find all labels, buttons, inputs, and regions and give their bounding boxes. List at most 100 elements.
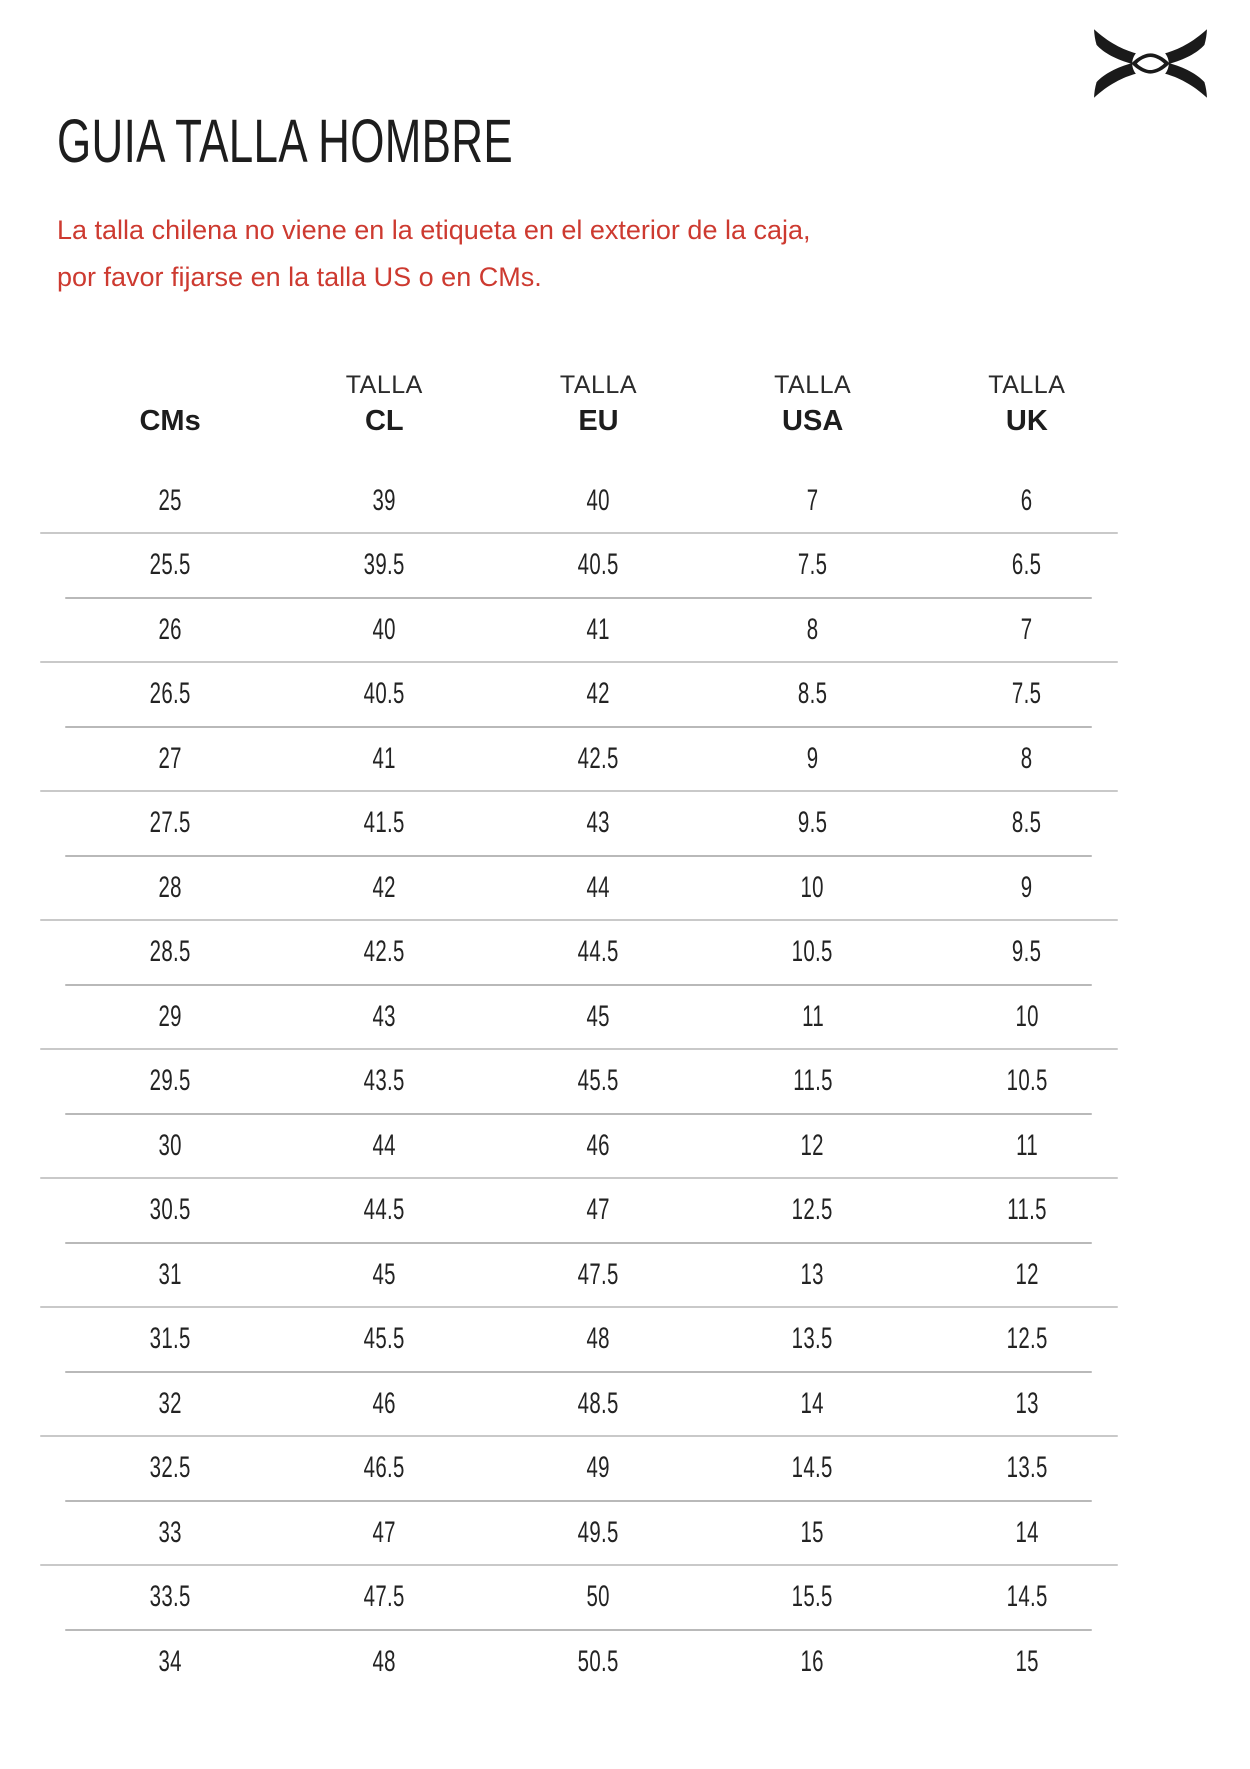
table-cell: 26	[63, 613, 277, 647]
table-cell: 32	[63, 1387, 277, 1421]
table-cell: 27	[63, 742, 277, 776]
cell-value: 34	[158, 1644, 182, 1678]
table-cell: 40.5	[491, 548, 705, 582]
cell-value: 11	[801, 999, 824, 1033]
cell-value: 10	[800, 870, 825, 904]
table-cell: 44	[491, 871, 705, 905]
table-cell: 31	[63, 1258, 277, 1292]
cell-value: 8.5	[797, 677, 828, 711]
table-cell: 13	[920, 1387, 1134, 1421]
cell-value: 43	[372, 999, 396, 1033]
cell-value: 46.5	[363, 1451, 405, 1485]
table-cell: 9.5	[706, 806, 920, 840]
notice-text: La talla chilena no viene en la etiqueta…	[57, 207, 811, 301]
row-separator	[40, 661, 1118, 663]
table-cell: 12.5	[920, 1322, 1134, 1356]
row-separator	[40, 1435, 1118, 1437]
cell-value: 30	[158, 1128, 182, 1162]
table-cell: 13.5	[920, 1451, 1134, 1485]
cell-value: 10.5	[792, 935, 834, 969]
cell-value: 15	[800, 1515, 825, 1549]
cell-value: 39	[372, 483, 396, 517]
table-cell: 27.5	[63, 806, 277, 840]
cell-value: 41	[372, 741, 396, 775]
table-row: 26.5 40.5 42 8.5 7.5	[40, 662, 1134, 727]
table-cell: 11	[706, 1000, 920, 1034]
cell-value: 28.5	[149, 935, 191, 969]
table-cell: 10.5	[920, 1064, 1134, 1098]
header-row-units: CMs CL EU USA UK	[63, 404, 1135, 438]
table-cell: 46	[277, 1387, 491, 1421]
table-row: 26 40 41 8 7	[40, 598, 1134, 663]
table-cell: 14.5	[706, 1451, 920, 1485]
table-cell: 46	[491, 1129, 705, 1163]
row-separator	[40, 1564, 1118, 1566]
cell-value: 8	[1021, 741, 1033, 775]
cell-value: 26.5	[149, 677, 191, 711]
row-separator	[65, 596, 1092, 599]
cell-value: 42.5	[363, 935, 405, 969]
cell-value: 27	[158, 741, 182, 775]
col-header-eu: EU	[578, 405, 619, 437]
cell-value: 44.5	[363, 1193, 405, 1227]
col-header-cms: CMs	[139, 405, 201, 437]
table-cell: 48.5	[491, 1387, 705, 1421]
table-row: 29.5 43.5 45.5 11.5 10.5	[40, 1049, 1134, 1114]
talla-label: TALLA	[988, 371, 1066, 399]
cell-value: 47	[372, 1515, 396, 1549]
table-cell: 13	[706, 1258, 920, 1292]
cell-value: 12	[1015, 1257, 1039, 1291]
cell-value: 7.5	[1012, 677, 1042, 711]
page-title: GUIA TALLA HOMBRE	[57, 107, 514, 175]
table-cell: 44	[277, 1129, 491, 1163]
table-cell: 8	[920, 742, 1134, 776]
cell-value: 14	[1015, 1515, 1039, 1549]
cell-value: 11.5	[1007, 1193, 1047, 1227]
cell-value: 26	[158, 612, 182, 646]
cell-value: 44	[586, 870, 611, 904]
table-row: 27 41 42.5 9 8	[40, 727, 1134, 792]
table-cell: 28.5	[63, 935, 277, 969]
table-cell: 40	[491, 484, 705, 518]
table-cell: 26.5	[63, 677, 277, 711]
table-cell: 13.5	[706, 1322, 920, 1356]
cell-value: 40	[372, 612, 396, 646]
cell-value: 11.5	[792, 1064, 833, 1098]
table-row: 32 46 48.5 14 13	[40, 1372, 1134, 1437]
table-cell: 47	[491, 1193, 705, 1227]
cell-value: 39.5	[363, 548, 405, 582]
table-cell: 42.5	[491, 742, 705, 776]
table-cell: 12.5	[706, 1193, 920, 1227]
table-row: 28 42 44 10 9	[40, 856, 1134, 921]
row-separator	[65, 1370, 1092, 1373]
table-cell: 45	[277, 1258, 491, 1292]
table-cell: 42.5	[277, 935, 491, 969]
cell-value: 13.5	[1006, 1451, 1048, 1485]
row-separator	[40, 1177, 1118, 1179]
table-cell: 43.5	[277, 1064, 491, 1098]
cell-value: 45.5	[363, 1322, 405, 1356]
cell-value: 44.5	[577, 935, 619, 969]
table-cell: 11	[920, 1129, 1134, 1163]
table-cell: 12	[706, 1129, 920, 1163]
cell-value: 16	[800, 1644, 825, 1678]
table-cell: 8	[706, 613, 920, 647]
table-cell: 31.5	[63, 1322, 277, 1356]
cell-value: 40.5	[577, 548, 619, 582]
table-cell: 43	[277, 1000, 491, 1034]
table-cell: 49	[491, 1451, 705, 1485]
cell-value: 47	[586, 1193, 611, 1227]
talla-label: TALLA	[559, 371, 637, 399]
cell-value: 32.5	[149, 1451, 191, 1485]
cell-value: 48	[586, 1322, 611, 1356]
table-cell: 34	[63, 1645, 277, 1679]
table-cell: 28	[63, 871, 277, 905]
row-separator	[65, 1241, 1092, 1244]
table-cell: 47	[277, 1516, 491, 1550]
cell-value: 30.5	[149, 1193, 191, 1227]
table-cell: 10	[706, 871, 920, 905]
row-separator	[40, 532, 1118, 534]
cell-value: 29	[158, 999, 182, 1033]
cell-value: 46	[586, 1128, 611, 1162]
